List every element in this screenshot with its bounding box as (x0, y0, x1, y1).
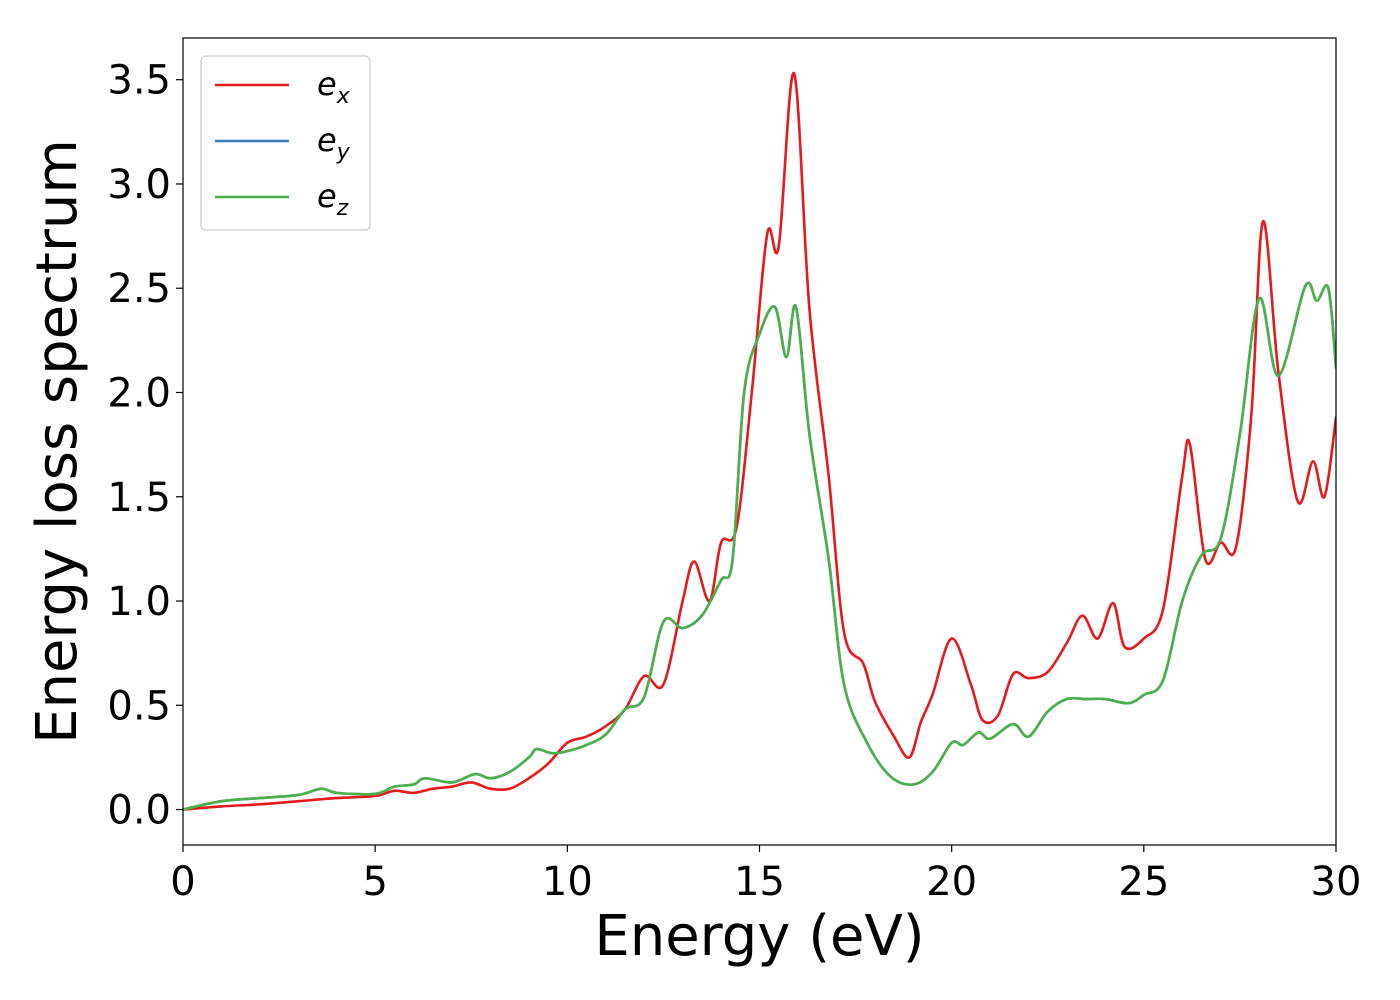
y-axis: 0.0 0.5 1.0 1.5 2.0 2.5 3.0 3.5 (107, 58, 183, 834)
legend: ex ey ez (200, 55, 371, 231)
legend-label-x: ex (317, 65, 351, 109)
y-tick-label: 1.0 (107, 579, 171, 625)
x-axis: 0 5 10 15 20 25 30 (170, 845, 1361, 905)
series-layer (183, 72, 1336, 811)
series-line-y (183, 281, 1336, 811)
x-tick-label: 10 (542, 859, 593, 905)
y-tick-label: 1.5 (107, 475, 171, 521)
y-tick-label: 2.0 (107, 370, 171, 416)
x-tick-label: 25 (1118, 859, 1169, 905)
legend-box (200, 55, 371, 231)
x-axis-title: Energy (eV) (594, 904, 924, 969)
y-tick-label: 3.0 (107, 162, 171, 208)
y-axis-title: Energy loss spectrum (25, 139, 90, 744)
series-line-z (183, 281, 1336, 811)
series-line-x (183, 72, 1336, 811)
y-tick-label: 0.0 (107, 788, 171, 834)
y-tick-label: 2.5 (107, 266, 171, 312)
x-tick-label: 0 (170, 859, 195, 905)
x-tick-label: 15 (734, 859, 785, 905)
x-tick-label: 20 (926, 859, 977, 905)
y-tick-label: 0.5 (107, 683, 171, 729)
legend-label-z: ez (317, 177, 349, 221)
x-tick-label: 30 (1311, 859, 1362, 905)
legend-label-y: ey (317, 121, 351, 165)
x-tick-label: 5 (362, 859, 387, 905)
y-tick-label: 3.5 (107, 58, 171, 104)
